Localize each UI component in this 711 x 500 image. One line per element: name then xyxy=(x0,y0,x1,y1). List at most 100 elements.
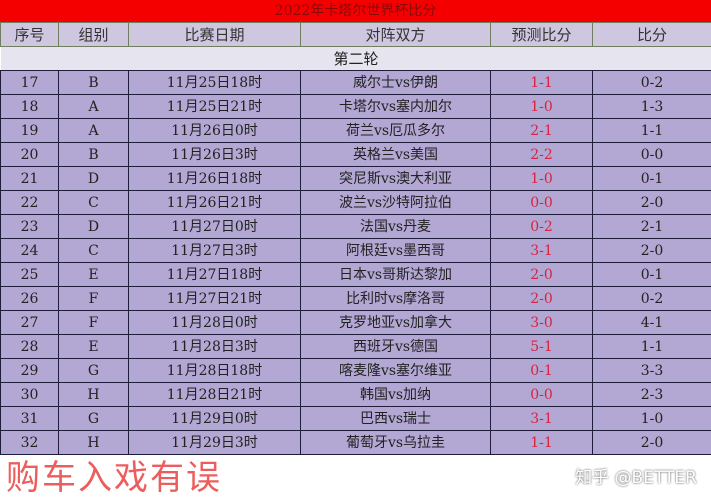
cell-prediction[interactable]: 0-0 xyxy=(490,382,593,407)
cell-prediction[interactable]: 0-2 xyxy=(490,214,593,239)
cell-index[interactable]: 32 xyxy=(0,430,59,455)
cell-index[interactable]: 28 xyxy=(0,334,59,359)
cell-date[interactable]: 11月27日0时 xyxy=(128,214,301,239)
cell-index[interactable]: 23 xyxy=(0,214,59,239)
cell-prediction[interactable]: 2-0 xyxy=(490,262,593,287)
cell-prediction[interactable]: 2-2 xyxy=(490,142,593,167)
cell-match[interactable]: 日本vs哥斯达黎加 xyxy=(300,262,491,287)
cell-group[interactable]: C xyxy=(58,238,129,263)
cell-group[interactable]: G xyxy=(58,358,129,383)
cell-group[interactable]: C xyxy=(58,190,129,215)
cell-index[interactable]: 25 xyxy=(0,262,59,287)
cell-match[interactable]: 阿根廷vs墨西哥 xyxy=(300,238,491,263)
cell-score[interactable]: 2-0 xyxy=(592,190,711,215)
header-group[interactable]: 组别 xyxy=(58,22,129,47)
cell-match[interactable]: 喀麦隆vs塞尔维亚 xyxy=(300,358,491,383)
cell-match[interactable]: 法国vs丹麦 xyxy=(300,214,491,239)
cell-date[interactable]: 11月29日0时 xyxy=(128,406,301,431)
cell-date[interactable]: 11月28日18时 xyxy=(128,358,301,383)
cell-date[interactable]: 11月25日18时 xyxy=(128,70,301,95)
cell-date[interactable]: 11月27日18时 xyxy=(128,262,301,287)
cell-prediction[interactable]: 2-1 xyxy=(490,118,593,143)
cell-index[interactable]: 31 xyxy=(0,406,59,431)
cell-group[interactable]: E xyxy=(58,334,129,359)
cell-prediction[interactable]: 2-0 xyxy=(490,286,593,311)
cell-date[interactable]: 11月27日3时 xyxy=(128,238,301,263)
cell-date[interactable]: 11月26日0时 xyxy=(128,118,301,143)
cell-prediction[interactable]: 0-1 xyxy=(490,358,593,383)
cell-score[interactable]: 2-3 xyxy=(592,382,711,407)
cell-group[interactable]: H xyxy=(58,430,129,455)
cell-prediction[interactable]: 5-1 xyxy=(490,334,593,359)
cell-match[interactable]: 波兰vs沙特阿拉伯 xyxy=(300,190,491,215)
cell-score[interactable]: 2-1 xyxy=(592,214,711,239)
cell-index[interactable]: 21 xyxy=(0,166,59,191)
cell-score[interactable]: 2-0 xyxy=(592,238,711,263)
cell-prediction[interactable]: 1-1 xyxy=(490,430,593,455)
cell-date[interactable]: 11月28日0时 xyxy=(128,310,301,335)
cell-date[interactable]: 11月25日21时 xyxy=(128,94,301,119)
cell-match[interactable]: 比利时vs摩洛哥 xyxy=(300,286,491,311)
header-date[interactable]: 比赛日期 xyxy=(128,22,301,47)
cell-date[interactable]: 11月29日3时 xyxy=(128,430,301,455)
cell-score[interactable]: 1-1 xyxy=(592,118,711,143)
cell-group[interactable]: G xyxy=(58,406,129,431)
cell-match[interactable]: 英格兰vs美国 xyxy=(300,142,491,167)
header-match[interactable]: 对阵双方 xyxy=(300,22,491,47)
cell-group[interactable]: A xyxy=(58,118,129,143)
cell-index[interactable]: 26 xyxy=(0,286,59,311)
header-prediction[interactable]: 预测比分 xyxy=(490,22,593,47)
cell-match[interactable]: 葡萄牙vs乌拉圭 xyxy=(300,430,491,455)
cell-score[interactable]: 0-1 xyxy=(592,166,711,191)
cell-index[interactable]: 19 xyxy=(0,118,59,143)
header-index[interactable]: 序号 xyxy=(0,22,59,47)
cell-score[interactable]: 4-1 xyxy=(592,310,711,335)
cell-group[interactable]: D xyxy=(58,166,129,191)
cell-prediction[interactable]: 1-1 xyxy=(490,70,593,95)
cell-group[interactable]: B xyxy=(58,142,129,167)
cell-index[interactable]: 30 xyxy=(0,382,59,407)
cell-date[interactable]: 11月28日21时 xyxy=(128,382,301,407)
cell-index[interactable]: 20 xyxy=(0,142,59,167)
cell-group[interactable]: A xyxy=(58,94,129,119)
cell-date[interactable]: 11月26日18时 xyxy=(128,166,301,191)
section-label[interactable]: 第二轮 xyxy=(0,46,711,71)
cell-match[interactable]: 西班牙vs德国 xyxy=(300,334,491,359)
cell-match[interactable]: 韩国vs加纳 xyxy=(300,382,491,407)
cell-group[interactable]: H xyxy=(58,382,129,407)
cell-date[interactable]: 11月27日21时 xyxy=(128,286,301,311)
cell-score[interactable]: 3-3 xyxy=(592,358,711,383)
cell-group[interactable]: F xyxy=(58,310,129,335)
cell-match[interactable]: 克罗地亚vs加拿大 xyxy=(300,310,491,335)
cell-group[interactable]: F xyxy=(58,286,129,311)
cell-prediction[interactable]: 1-0 xyxy=(490,166,593,191)
cell-match[interactable]: 突尼斯vs澳大利亚 xyxy=(300,166,491,191)
cell-date[interactable]: 11月28日3时 xyxy=(128,334,301,359)
cell-prediction[interactable]: 3-0 xyxy=(490,310,593,335)
cell-score[interactable]: 0-1 xyxy=(592,262,711,287)
cell-score[interactable]: 1-1 xyxy=(592,334,711,359)
cell-date[interactable]: 11月26日3时 xyxy=(128,142,301,167)
cell-index[interactable]: 22 xyxy=(0,190,59,215)
cell-index[interactable]: 17 xyxy=(0,70,59,95)
cell-score[interactable]: 0-2 xyxy=(592,70,711,95)
cell-index[interactable]: 29 xyxy=(0,358,59,383)
cell-date[interactable]: 11月26日21时 xyxy=(128,190,301,215)
cell-score[interactable]: 0-2 xyxy=(592,286,711,311)
cell-score[interactable]: 1-0 xyxy=(592,406,711,431)
cell-score[interactable]: 0-0 xyxy=(592,142,711,167)
cell-prediction[interactable]: 3-1 xyxy=(490,238,593,263)
cell-score[interactable]: 2-0 xyxy=(592,430,711,455)
cell-match[interactable]: 卡塔尔vs塞内加尔 xyxy=(300,94,491,119)
cell-index[interactable]: 24 xyxy=(0,238,59,263)
cell-score[interactable]: 1-3 xyxy=(592,94,711,119)
cell-group[interactable]: E xyxy=(58,262,129,287)
cell-prediction[interactable]: 0-0 xyxy=(490,190,593,215)
header-score[interactable]: 比分 xyxy=(592,22,711,47)
cell-prediction[interactable]: 3-1 xyxy=(490,406,593,431)
cell-index[interactable]: 27 xyxy=(0,310,59,335)
cell-match[interactable]: 威尔士vs伊朗 xyxy=(300,70,491,95)
cell-group[interactable]: B xyxy=(58,70,129,95)
cell-index[interactable]: 18 xyxy=(0,94,59,119)
cell-prediction[interactable]: 1-0 xyxy=(490,94,593,119)
